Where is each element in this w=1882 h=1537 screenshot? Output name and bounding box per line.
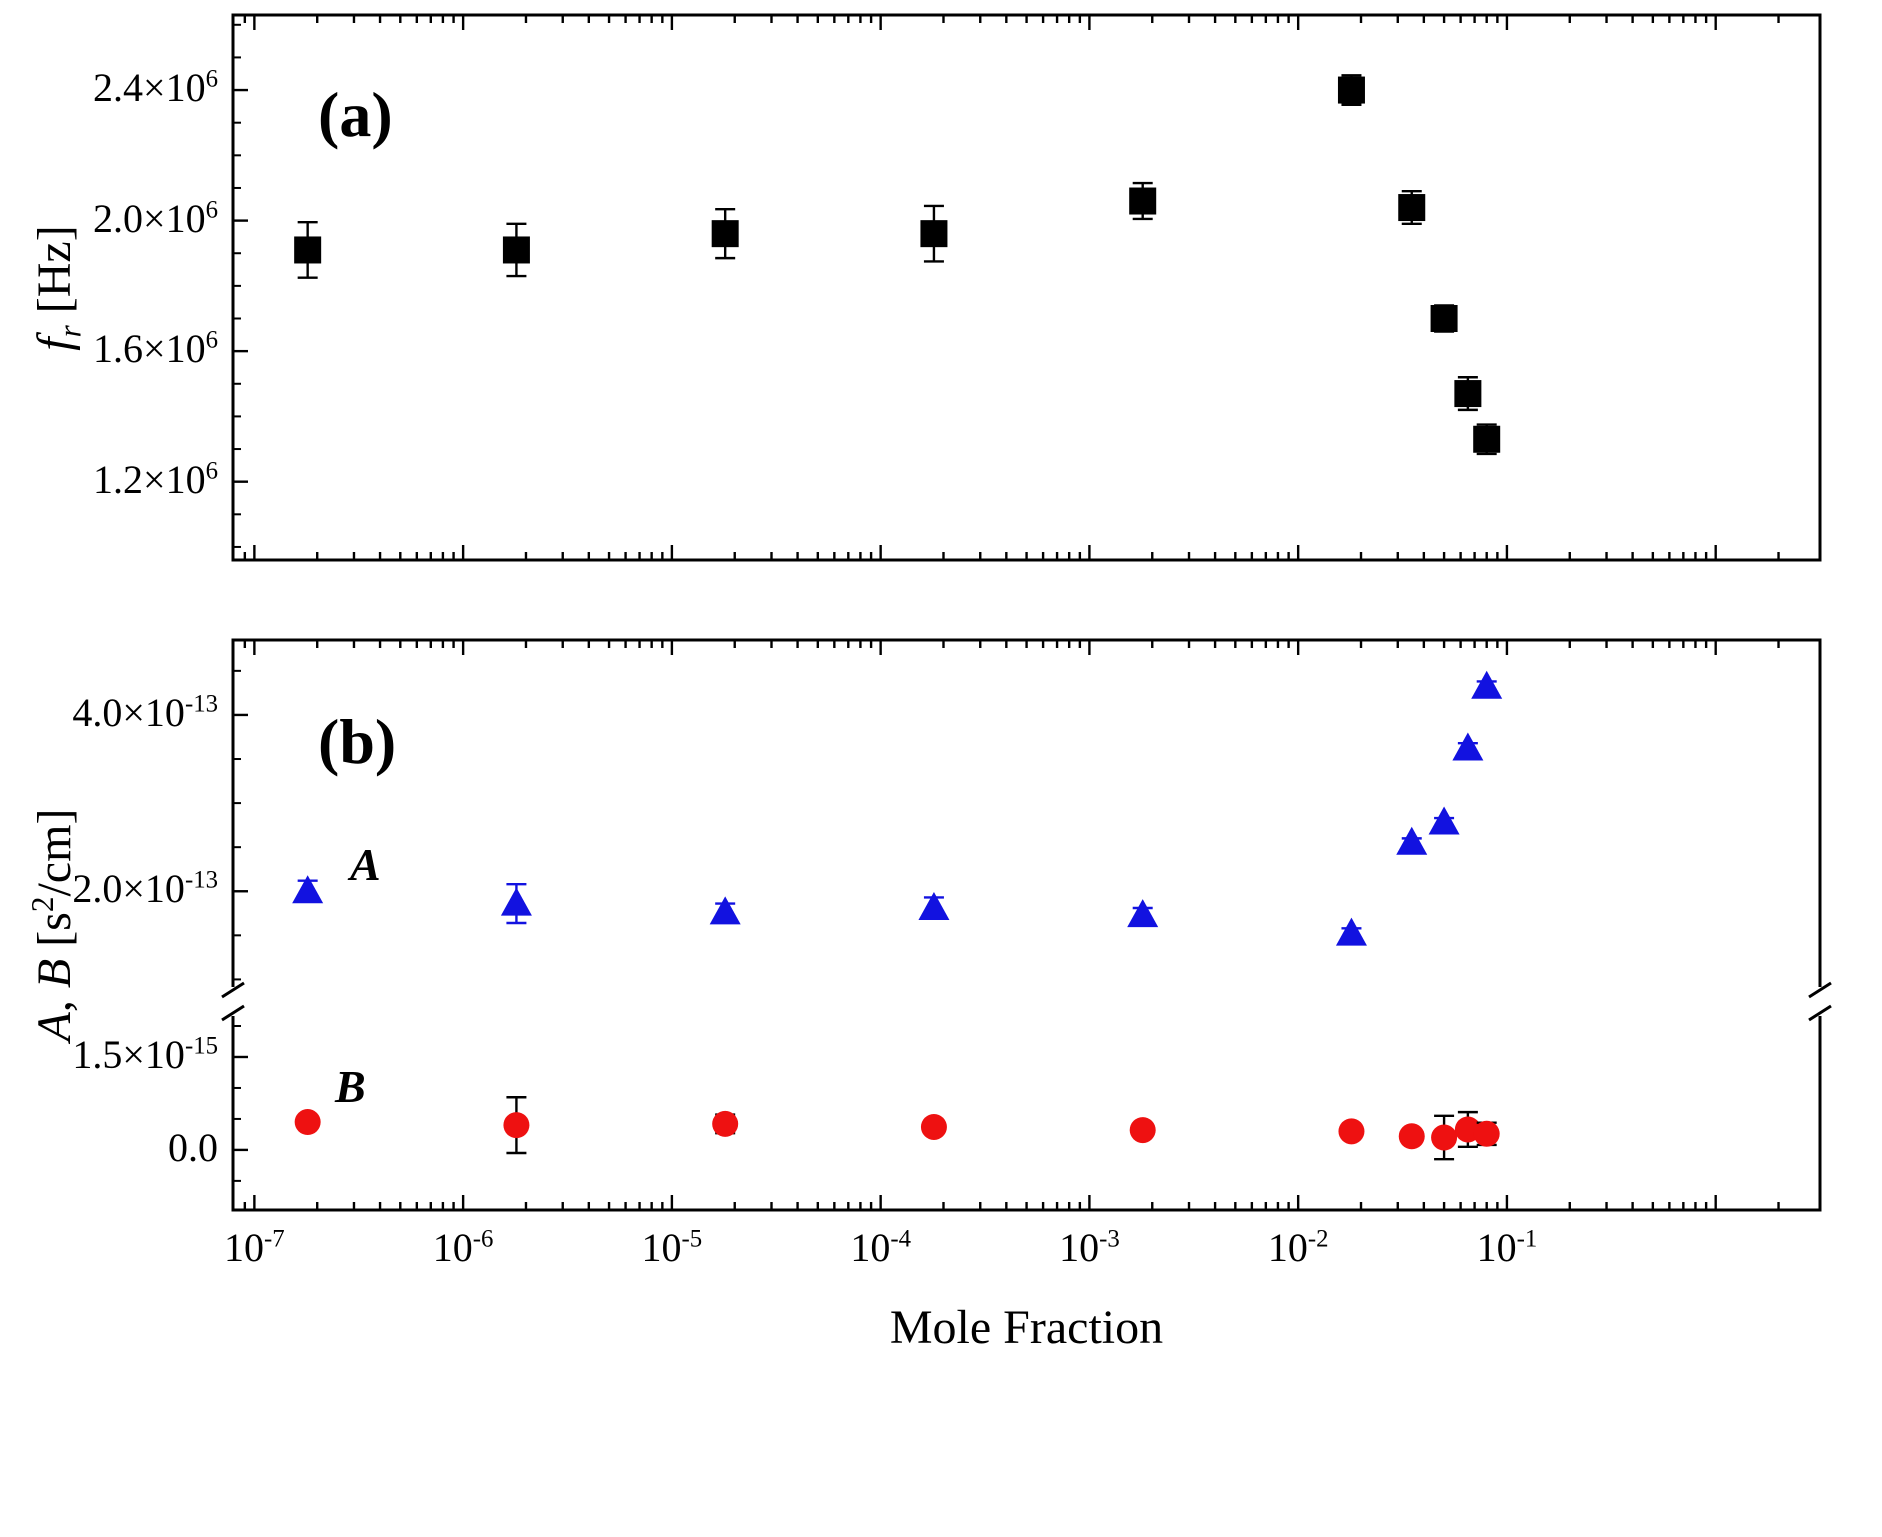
- y-tick-label: 1.2×106: [93, 456, 218, 502]
- y-tick-label: 1.6×106: [93, 326, 218, 372]
- marker-circle: [1431, 1124, 1458, 1151]
- x-tick-label: 10-4: [850, 1225, 911, 1270]
- x-tick-label: 10-6: [432, 1225, 494, 1270]
- marker-square: [1398, 194, 1426, 222]
- marker-triangle: [1396, 826, 1428, 855]
- marker-square: [1337, 76, 1365, 104]
- y-tick-label: 2.0×10-13: [72, 866, 218, 912]
- marker-triangle: [292, 875, 324, 904]
- axis-break-slash: [221, 981, 245, 999]
- marker-circle: [294, 1109, 321, 1136]
- y-tick-label: 1.5×10-15: [72, 1031, 218, 1077]
- panel-b-frame: [231, 638, 1822, 1212]
- marker-triangle: [709, 896, 741, 925]
- marker-circle: [503, 1112, 530, 1139]
- marker-circle: [1473, 1120, 1500, 1147]
- x-tick-label: 10-2: [1267, 1225, 1329, 1270]
- marker-square: [1473, 425, 1501, 453]
- panel-b-label: (b): [318, 706, 397, 777]
- marker-triangle: [1335, 917, 1367, 946]
- marker-circle: [712, 1110, 739, 1137]
- axis-break-mask: [229, 987, 237, 1016]
- marker-circle: [1398, 1123, 1425, 1150]
- y-tick-label: 4.0×10-13: [72, 689, 218, 735]
- panel-a-label: (a): [318, 79, 393, 150]
- marker-triangle: [1452, 732, 1484, 761]
- marker-circle: [920, 1113, 947, 1140]
- axis-break-mask: [1816, 987, 1824, 1016]
- x-tick-label: 10-1: [1476, 1225, 1538, 1270]
- y-tick-label: 2.4×106: [93, 65, 218, 111]
- axis-break-slash: [221, 1004, 245, 1022]
- x-tick-label: 10-3: [1059, 1225, 1120, 1270]
- panel-a-frame: [231, 13, 1822, 562]
- axis-break-slash: [1808, 981, 1832, 999]
- marker-square: [1454, 380, 1482, 408]
- marker-square: [1430, 305, 1458, 333]
- marker-triangle: [1127, 899, 1159, 928]
- marker-circle: [1129, 1117, 1156, 1144]
- marker-square: [294, 236, 322, 264]
- marker-square: [711, 220, 739, 248]
- marker-triangle: [1428, 806, 1460, 835]
- y-tick-label: 0.0: [168, 1124, 218, 1170]
- x-axis-title: Mole Fraction: [889, 1301, 1164, 1354]
- x-tick-label: 10-7: [224, 1225, 285, 1270]
- marker-triangle: [918, 892, 950, 921]
- x-tick-label: 10-5: [641, 1225, 703, 1270]
- axis-break-slash: [1808, 1004, 1832, 1022]
- series-A-label: A: [350, 839, 381, 890]
- marker-triangle: [500, 887, 532, 916]
- marker-square: [1129, 187, 1157, 215]
- marker-square: [502, 236, 530, 264]
- y-tick-label: 2.0×106: [93, 195, 218, 241]
- marker-circle: [1338, 1118, 1365, 1145]
- marker-square: [920, 220, 948, 248]
- marker-triangle: [1471, 670, 1503, 699]
- series-B-label: B: [335, 1061, 366, 1112]
